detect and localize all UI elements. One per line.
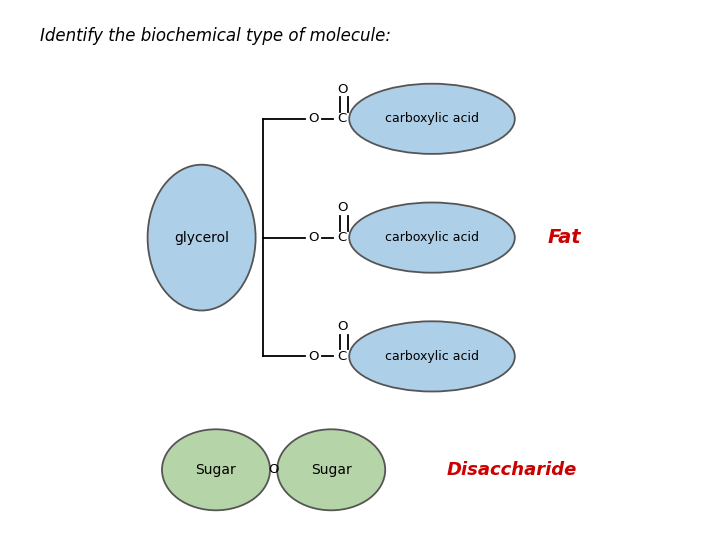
Ellipse shape (277, 429, 385, 510)
Ellipse shape (349, 84, 515, 154)
Text: C: C (338, 350, 346, 363)
Text: O: O (337, 201, 347, 214)
Text: O: O (308, 231, 318, 244)
Text: Sugar: Sugar (196, 463, 236, 477)
Ellipse shape (162, 429, 270, 510)
Text: Sugar: Sugar (311, 463, 351, 477)
Text: O: O (337, 320, 347, 333)
Text: carboxylic acid: carboxylic acid (385, 112, 479, 125)
Text: O: O (308, 112, 318, 125)
Text: C: C (338, 112, 346, 125)
Text: C: C (338, 231, 346, 244)
Ellipse shape (148, 165, 256, 310)
Text: O: O (269, 463, 279, 476)
Text: Identify the biochemical type of molecule:: Identify the biochemical type of molecul… (40, 27, 391, 45)
Text: Disaccharide: Disaccharide (446, 461, 577, 479)
Text: O: O (308, 350, 318, 363)
Text: carboxylic acid: carboxylic acid (385, 350, 479, 363)
Ellipse shape (349, 202, 515, 273)
Ellipse shape (349, 321, 515, 392)
Text: carboxylic acid: carboxylic acid (385, 231, 479, 244)
Text: Fat: Fat (547, 228, 581, 247)
Text: O: O (337, 83, 347, 96)
Text: glycerol: glycerol (174, 231, 229, 245)
